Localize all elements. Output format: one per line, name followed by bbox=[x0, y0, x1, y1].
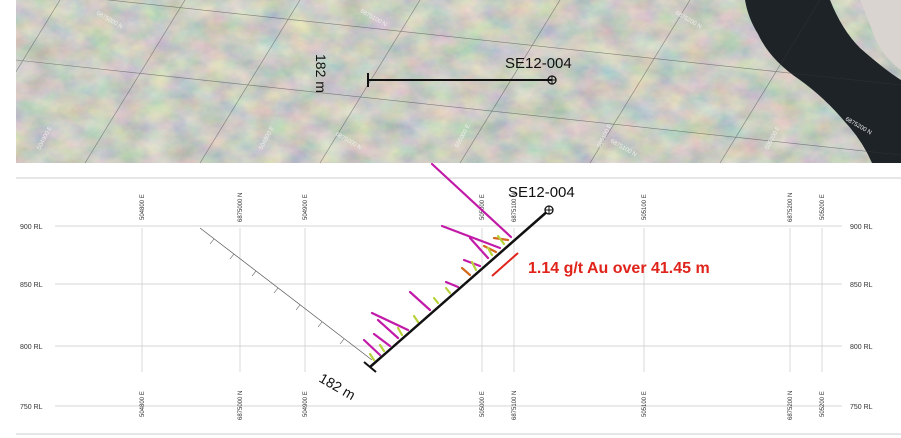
bottom-grid-label-1: 504800 E bbox=[140, 391, 146, 417]
rl-label-left-850: 850 RL bbox=[20, 282, 43, 289]
section-view: 900 RL 850 RL 800 RL 750 RL 900 RL 850 R… bbox=[16, 162, 901, 438]
bottom-grid-label-6: 505100 E bbox=[642, 391, 648, 417]
intercept-label: 1.14 g/t Au over 41.45 m bbox=[528, 260, 710, 277]
top-grid-label-5: 6875100 N bbox=[512, 193, 518, 222]
top-grid-label-8: 505200 E bbox=[820, 194, 826, 220]
bottom-grid-label-7: 6875200 N bbox=[788, 391, 794, 420]
rl-label-right-800: 800 RL bbox=[850, 344, 873, 351]
plan-drill-trace bbox=[367, 73, 557, 87]
rl-label-right-850: 850 RL bbox=[850, 282, 873, 289]
plan-grid bbox=[16, 0, 901, 163]
plan-length-label: 182 m bbox=[313, 54, 329, 93]
top-grid-label-2: 6875000 N bbox=[238, 193, 244, 222]
satellite-terrain bbox=[16, 0, 901, 163]
rl-label-left-900: 900 RL bbox=[20, 224, 43, 231]
assay-bar bbox=[444, 286, 452, 295]
section-vertical-grid bbox=[141, 228, 823, 372]
assay-bar bbox=[376, 318, 400, 340]
assay-bar bbox=[486, 246, 494, 257]
bottom-grid-label-2: 6875000 N bbox=[238, 391, 244, 420]
rl-label-left-800: 800 RL bbox=[20, 344, 43, 351]
section-hole-id: SE12-004 bbox=[508, 184, 575, 201]
assay-bar bbox=[378, 343, 386, 353]
bright-area bbox=[860, 0, 901, 70]
assay-bar bbox=[482, 244, 498, 254]
top-grid-label-4: 505000 E bbox=[480, 194, 486, 220]
assay-bar bbox=[362, 338, 382, 357]
assay-bar bbox=[440, 224, 502, 250]
assay-bar bbox=[496, 234, 506, 246]
rl-label-left-750: 750 RL bbox=[20, 404, 43, 411]
bottom-grid-label-3: 504900 E bbox=[303, 391, 309, 417]
assay-bar bbox=[408, 290, 432, 312]
assay-bar-top bbox=[430, 162, 513, 239]
assay-bar bbox=[468, 236, 490, 260]
top-grid-label-6: 505100 E bbox=[642, 194, 648, 220]
assay-bar bbox=[368, 352, 376, 362]
bottom-grid-label-5: 6875100 N bbox=[512, 391, 518, 420]
assay-bar bbox=[470, 260, 478, 272]
assay-bar bbox=[370, 311, 410, 332]
assay-bar bbox=[460, 266, 472, 277]
assay-bar bbox=[396, 326, 404, 337]
bottom-grid-label-8: 505200 E bbox=[820, 391, 826, 417]
assay-bars bbox=[362, 162, 513, 362]
intercept-marker bbox=[491, 252, 519, 277]
top-grid-label-1: 504800 E bbox=[140, 194, 146, 220]
plan-hole-id: SE12-004 bbox=[505, 55, 572, 72]
rl-label-right-750: 750 RL bbox=[850, 404, 873, 411]
top-grid-label-7: 6875200 N bbox=[788, 193, 794, 222]
assay-bar bbox=[372, 332, 392, 348]
plan-view: 6875000 N 6875100 N 6875200 N 6875000 N … bbox=[16, 0, 901, 163]
section-drill-trace bbox=[363, 205, 554, 373]
assay-bar bbox=[444, 280, 460, 289]
water-body bbox=[745, 0, 901, 163]
top-grid-label-3: 504900 E bbox=[303, 194, 309, 220]
bottom-grid-label-4: 505000 E bbox=[480, 391, 486, 417]
assay-bar bbox=[412, 314, 420, 324]
rl-label-right-900: 900 RL bbox=[850, 224, 873, 231]
depth-ruler bbox=[199, 227, 373, 361]
assay-bar bbox=[432, 296, 440, 305]
